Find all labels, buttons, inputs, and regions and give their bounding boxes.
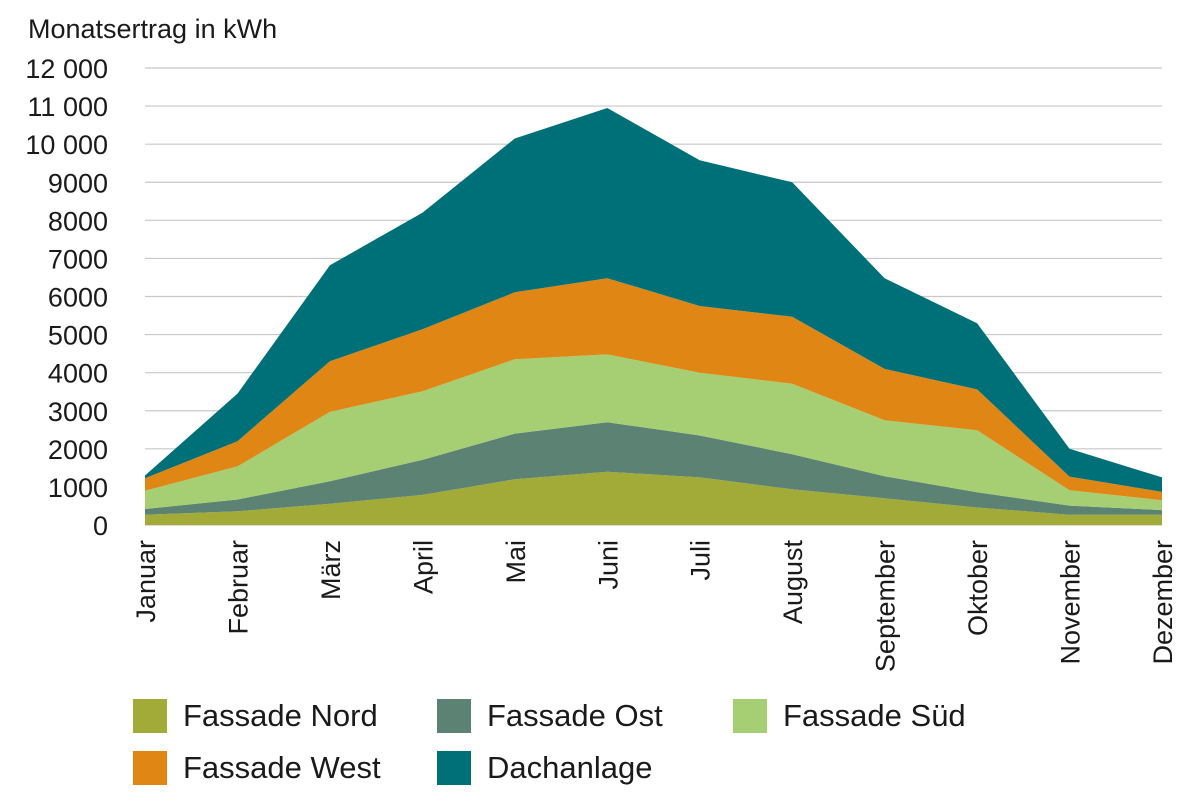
x-tick-label: Februar [223, 540, 253, 635]
y-tick-label: 11 000 [27, 92, 108, 122]
y-tick-label: 3000 [48, 397, 108, 427]
area-fassade-nord [145, 471, 1162, 525]
x-tick-label: Juli [686, 540, 716, 581]
y-tick-label: 9000 [48, 168, 108, 198]
x-tick-label: April [408, 540, 438, 594]
y-tick-label: 7000 [48, 244, 108, 274]
x-tick-label: Juni [593, 540, 623, 590]
area-fassade-ost [145, 422, 1162, 515]
y-tick-label: 12 000 [25, 54, 108, 84]
area-dachanlage [145, 108, 1162, 492]
x-tick-label: Mai [501, 540, 531, 584]
y-tick-label: 6000 [48, 283, 108, 313]
area-fassade-west [145, 278, 1162, 501]
x-tick-label: Oktober [963, 540, 993, 636]
y-tick-label: 10 000 [25, 130, 108, 160]
y-tick-label: 2000 [48, 435, 108, 465]
x-tick-label: Dezember [1148, 540, 1178, 665]
area-fassade-sued [145, 354, 1162, 511]
x-tick-label: November [1056, 540, 1086, 665]
x-tick-label: August [778, 540, 808, 625]
y-tick-label: 1000 [48, 473, 108, 503]
y-tick-label: 0 [93, 511, 108, 541]
y-axis-title: Monatsertrag in kWh [28, 14, 278, 44]
x-tick-label: Januar [131, 540, 161, 623]
y-tick-label: 8000 [48, 206, 108, 236]
x-tick-label: September [871, 540, 901, 672]
y-tick-label: 5000 [48, 321, 108, 351]
x-tick-label: März [316, 540, 346, 600]
y-tick-label: 4000 [48, 359, 108, 389]
